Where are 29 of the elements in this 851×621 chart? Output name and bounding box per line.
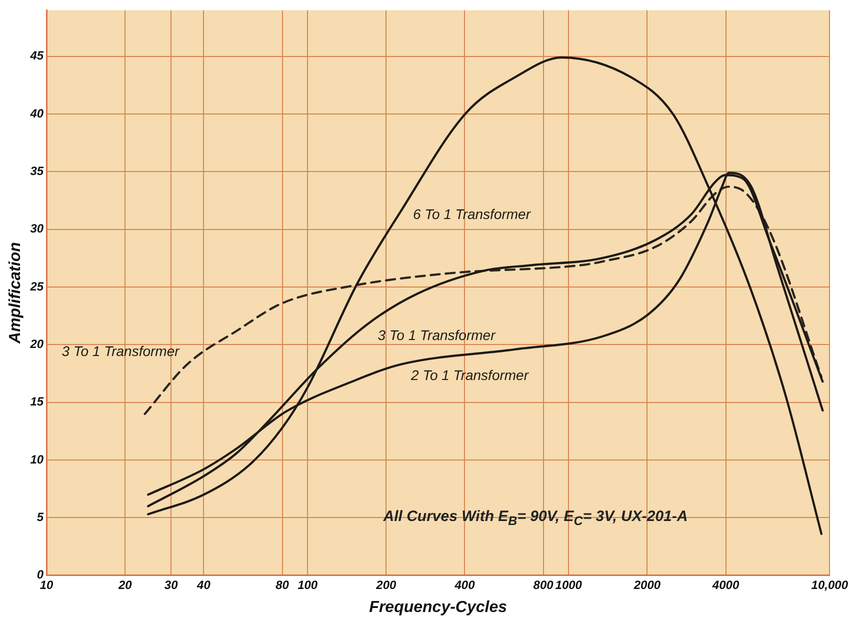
x-tick-label: 40: [196, 578, 211, 592]
y-tick-label: 5: [36, 510, 44, 524]
y-tick-label: 30: [30, 222, 44, 236]
y-tick-label: 40: [29, 106, 44, 120]
y-tick-label: 15: [30, 394, 44, 409]
y-tick-label: 20: [29, 337, 44, 352]
y-tick-label: 0: [36, 568, 44, 582]
x-tick-label: 20: [117, 578, 132, 592]
series-label: 3 To 1 Transformer: [62, 343, 181, 360]
y-tick-label: 35: [30, 164, 44, 178]
series-label: 6 To 1 Transformer: [413, 206, 532, 222]
series-label: 3 To 1 Transformer: [378, 326, 497, 343]
x-tick-label: 4000: [711, 578, 740, 592]
x-tick-label: 80: [276, 578, 290, 592]
y-tick-label: 45: [29, 48, 44, 63]
x-tick-label: 2000: [632, 578, 661, 592]
x-tick-label: 800: [533, 578, 554, 592]
x-tick-label: 10,000: [811, 578, 848, 592]
y-tick-label: 10: [30, 452, 44, 466]
x-tick-label: 30: [164, 578, 178, 592]
y-axis-title: Amplification: [7, 242, 24, 344]
series-label: 2 To 1 Transformer: [410, 367, 530, 384]
x-tick-label: 100: [298, 578, 318, 592]
x-tick-label: 200: [375, 578, 396, 592]
x-tick-label: 400: [454, 578, 476, 592]
x-tick-label: 1000: [555, 578, 582, 592]
annotation: All Curves With E$_{B}$= 90V, E$_{C}$= 3V, UX-201-A: [383, 508, 688, 528]
x-axis-title: Frequency-Cycles: [369, 598, 508, 616]
y-tick-label: 25: [29, 279, 44, 294]
